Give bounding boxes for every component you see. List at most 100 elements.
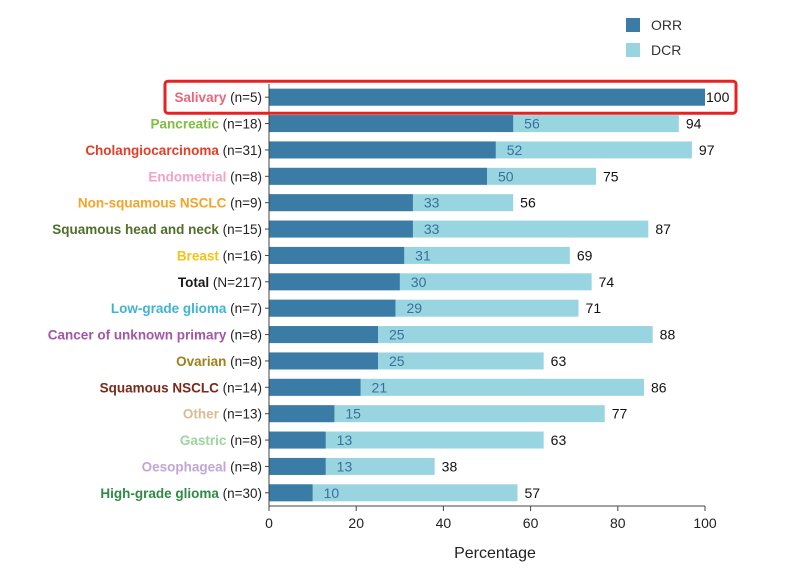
legend-label-dcr: DCR [651,42,681,58]
category-label: Squamous NSCLC (n=14) [100,380,262,395]
category-label: Non-squamous NSCLC (n=9) [78,196,262,211]
dcr-value-label: 87 [655,221,671,237]
category-label: Total (N=217) [178,275,262,290]
category-name: Squamous NSCLC [100,380,220,395]
orr-bar [269,326,378,344]
dcr-value-label: 56 [520,195,536,211]
category-n: (n=8) [226,169,262,184]
x-tick-label: 0 [265,515,273,531]
category-name: Pancreatic [151,117,220,132]
orr-bar [269,299,396,317]
highlight-box-group [163,79,738,115]
orr-bar [269,167,487,185]
category-name: Oesophageal [142,459,227,474]
x-tick-label: 100 [693,515,717,531]
orr-value-label: 21 [372,379,388,395]
dcr-value-label: 38 [442,458,458,474]
category-label: Breast (n=16) [177,248,262,263]
orr-bar [269,378,361,396]
dcr-value-label: 69 [577,247,593,263]
orr-value-label: 33 [424,195,440,211]
orr-value-label: 25 [389,327,405,343]
orr-bar [269,246,405,264]
category-n: (N=217) [209,275,262,290]
orr-bar [269,141,496,159]
category-label: Low-grade glioma (n=7) [111,301,262,316]
category-labels: Salivary (n=5) Pancreatic (n=18) Cholangio… [48,90,262,501]
category-n: (n=15) [219,222,262,237]
category-label: Salivary (n=5) [175,90,262,105]
category-name: Total [178,275,209,290]
x-tick-label: 80 [610,515,626,531]
legend-swatch-orr [626,18,640,32]
axes: 0 20 40 60 80 100 [265,84,717,531]
category-name: Endometrial [148,169,226,184]
highlight-box [163,79,738,115]
category-label: High-grade glioma (n=30) [100,486,262,501]
orr-value-label: 33 [424,221,440,237]
category-label: Squamous head and neck (n=15) [52,222,262,237]
category-n: (n=8) [226,459,262,474]
category-label: Cancer of unknown primary (n=8) [48,328,262,343]
category-n: (n=5) [226,90,262,105]
dcr-value-label: 97 [699,142,715,158]
category-name: Gastric [180,433,227,448]
orr-value-label: 13 [337,458,353,474]
x-tick-label: 60 [523,515,539,531]
category-label: Pancreatic (n=18) [151,117,262,132]
category-n: (n=9) [226,196,262,211]
orr-bar [269,405,335,423]
category-label: Ovarian (n=8) [176,354,262,369]
legend: ORR DCR [626,17,682,58]
category-label: Endometrial (n=8) [148,169,262,184]
category-n: (n=16) [219,248,262,263]
category-name: Cholangiocarcinoma [85,143,219,158]
dcr-bar [269,484,518,502]
category-n: (n=8) [226,433,262,448]
category-n: (n=31) [219,143,262,158]
orr-bar [269,194,413,212]
category-name: Low-grade glioma [111,301,227,316]
orr-bar [269,220,413,238]
orr-value-label: 25 [389,353,405,369]
category-n: (n=8) [226,328,262,343]
orr-value-label: 56 [524,116,540,132]
dcr-value-label: 88 [660,327,676,343]
category-name: High-grade glioma [100,486,219,501]
dcr-value-label: 57 [525,485,541,501]
orr-value-label: 31 [415,247,431,263]
legend-swatch-dcr [626,43,640,57]
dcr-value-label: 63 [551,432,567,448]
dcr-value-label: 77 [612,406,628,422]
dcr-value-label: 63 [551,353,567,369]
orr-bar [269,457,326,475]
dcr-value-label: 74 [599,274,615,290]
x-tick-label: 20 [348,515,364,531]
legend-label-orr: ORR [651,17,682,33]
orr-bar [269,115,514,133]
category-name: Cancer of unknown primary [48,328,227,343]
dcr-bar [269,431,544,449]
dcr-value-label: 86 [651,379,667,395]
orr-value-label: 13 [337,432,353,448]
orr-bar [269,484,313,502]
category-label: Gastric (n=8) [180,433,262,448]
dcr-value-label: 71 [586,300,602,316]
dcr-bar [269,405,605,423]
dcr-bar [269,378,644,396]
category-name: Other [183,407,220,422]
category-label: Oesophageal (n=8) [142,459,262,474]
category-name: Breast [177,248,220,263]
orr-value-label: 30 [411,274,427,290]
orr-bar [269,273,400,291]
category-label: Cholangiocarcinoma (n=31) [85,143,262,158]
orr-value-label: 10 [324,485,340,501]
orr-value-label: 29 [406,300,422,316]
category-n: (n=8) [226,354,262,369]
bars: 100 56 94 52 97 50 75 33 56 33 87 31 69 30 74 29 71 25 88 2… [269,88,730,502]
category-n: (n=7) [226,301,262,316]
category-n: (n=13) [219,407,262,422]
category-name: Salivary [175,90,227,105]
category-name: Squamous head and neck [52,222,219,237]
